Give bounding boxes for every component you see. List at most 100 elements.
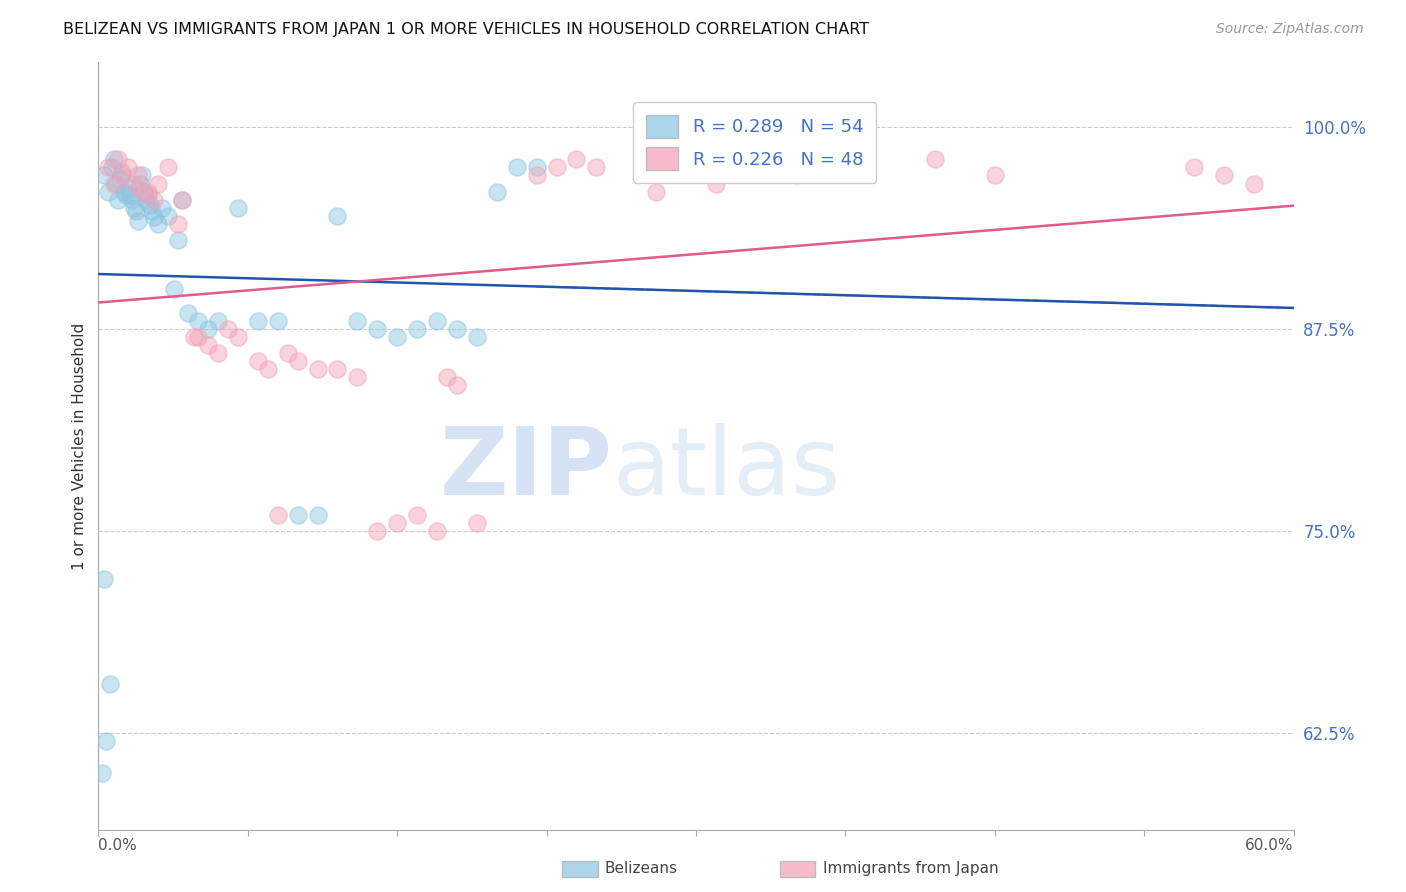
Legend: R = 0.289   N = 54, R = 0.226   N = 48: R = 0.289 N = 54, R = 0.226 N = 48 [633, 103, 876, 183]
Point [246, 354, 269, 368]
Point [287, 508, 309, 522]
Point [246, 314, 269, 328]
Point [1243, 177, 1265, 191]
Point [183, 330, 205, 344]
Point [207, 346, 229, 360]
Point [93, 572, 115, 586]
Point [984, 169, 1007, 183]
Point [346, 314, 368, 328]
Point [157, 209, 180, 223]
Point [150, 201, 173, 215]
Point [465, 330, 488, 344]
Point [107, 153, 129, 167]
Point [426, 524, 449, 538]
Point [267, 314, 290, 328]
Point [785, 169, 807, 183]
Point [844, 161, 866, 175]
Text: atlas: atlas [613, 423, 841, 515]
Point [207, 314, 229, 328]
Point [127, 169, 149, 183]
Point [167, 217, 190, 231]
Point [148, 217, 170, 231]
Point [131, 185, 153, 199]
Point [117, 181, 139, 195]
Point [446, 322, 468, 336]
Point [426, 314, 449, 328]
Point [645, 185, 668, 199]
Text: Source: ZipAtlas.com: Source: ZipAtlas.com [1216, 22, 1364, 37]
Point [172, 193, 194, 207]
Point [135, 193, 157, 207]
Point [103, 153, 125, 167]
Point [105, 177, 128, 191]
Point [526, 169, 548, 183]
Point [98, 677, 122, 691]
Point [167, 233, 190, 247]
Point [307, 362, 329, 376]
Point [124, 201, 146, 215]
Point [436, 370, 458, 384]
Point [704, 177, 727, 191]
Point [197, 338, 219, 352]
Point [346, 370, 368, 384]
Point [585, 161, 607, 175]
Point [107, 193, 129, 207]
Point [112, 185, 135, 199]
Point [1212, 169, 1234, 183]
Point [277, 346, 299, 360]
Point [446, 378, 468, 392]
Point [97, 161, 120, 175]
Point [187, 330, 209, 344]
Point [385, 516, 409, 530]
Y-axis label: 1 or more Vehicles in Household: 1 or more Vehicles in Household [72, 322, 87, 570]
Point [148, 177, 170, 191]
Point [127, 213, 149, 227]
Point [124, 177, 146, 191]
Point [115, 187, 138, 202]
Point [141, 204, 163, 219]
Point [287, 354, 309, 368]
Point [385, 330, 409, 344]
Point [565, 153, 588, 167]
Text: Belizeans: Belizeans [605, 862, 678, 876]
Point [139, 197, 162, 211]
Point [143, 193, 166, 207]
Point [506, 161, 529, 175]
Point [120, 187, 142, 202]
Point [326, 209, 349, 223]
Point [136, 187, 159, 202]
Point [121, 193, 143, 207]
Point [163, 281, 186, 295]
Point [129, 177, 152, 191]
Point [172, 193, 194, 207]
Point [187, 314, 209, 328]
Point [97, 185, 120, 199]
Point [485, 185, 508, 199]
Point [256, 362, 278, 376]
Point [924, 153, 946, 167]
Text: Immigrants from Japan: Immigrants from Japan [823, 862, 998, 876]
Point [217, 322, 239, 336]
Point [96, 733, 118, 747]
Point [111, 169, 134, 183]
Text: 0.0%: 0.0% [98, 838, 138, 853]
Point [111, 165, 134, 179]
Point [103, 177, 125, 191]
Point [326, 362, 349, 376]
Point [226, 201, 249, 215]
Point [226, 330, 249, 344]
Text: 60.0%: 60.0% [1246, 838, 1294, 853]
Text: ZIP: ZIP [440, 423, 613, 515]
Point [110, 171, 132, 186]
Point [91, 766, 114, 780]
Point [136, 185, 159, 199]
Point [101, 161, 124, 175]
Point [177, 306, 200, 320]
Point [1182, 161, 1205, 175]
Point [117, 161, 139, 175]
Point [546, 161, 568, 175]
Point [157, 161, 180, 175]
Point [366, 322, 388, 336]
Point [465, 516, 488, 530]
Point [197, 322, 219, 336]
